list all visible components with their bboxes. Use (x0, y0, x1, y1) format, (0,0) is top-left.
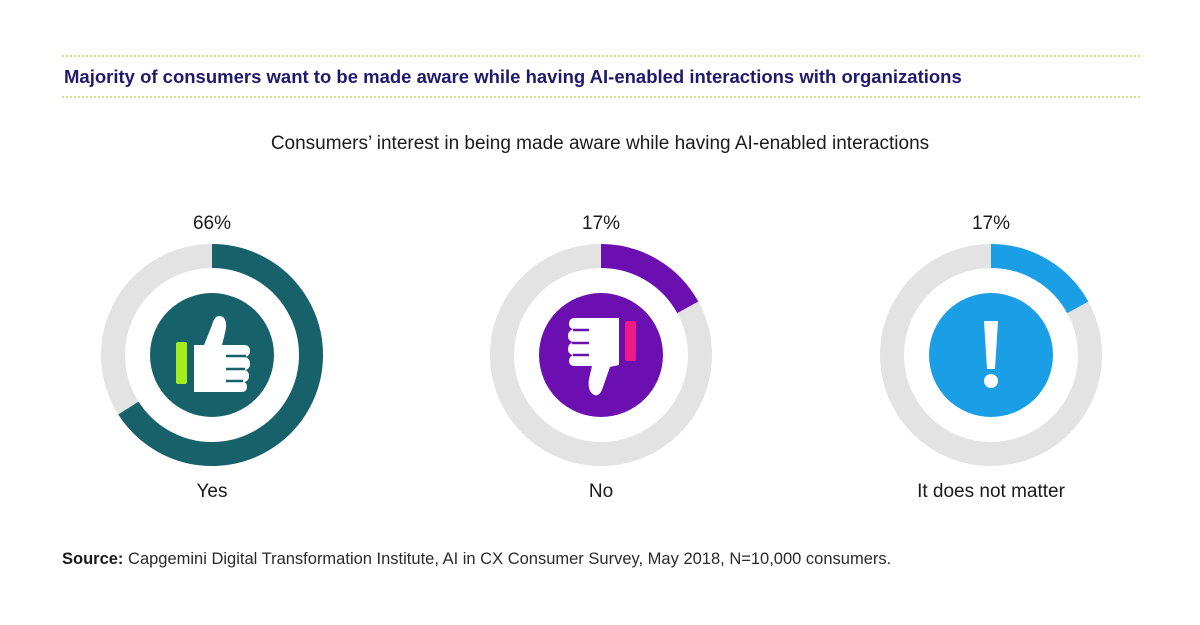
category-label: No (589, 481, 613, 502)
exclamation-icon (984, 321, 998, 388)
top-divider (62, 55, 1140, 57)
thumb-cuff (176, 342, 187, 384)
source-label: Source: (62, 550, 124, 568)
exclamation-dot (984, 374, 998, 388)
thumbs-down-icon (568, 318, 636, 396)
donut-slice (118, 244, 323, 466)
page-headline: Majority of consumers want to be made aw… (64, 66, 962, 87)
thumb-cuff (625, 321, 636, 361)
category-label: Yes (197, 481, 228, 502)
category-label: It does not matter (917, 481, 1066, 502)
value-label: 17% (972, 213, 1010, 234)
donut-2: 17% No (490, 213, 712, 502)
donut-1: 66% Yes (101, 213, 323, 502)
thumb-hand (568, 318, 619, 396)
value-label: 17% (582, 213, 620, 234)
chart-title: Consumers’ interest in being made aware … (270, 133, 930, 154)
thumbs-up-icon (176, 316, 250, 392)
donut-slice (990, 244, 1089, 314)
donut-3: 17% It does not matter (880, 213, 1102, 502)
value-label: 66% (193, 213, 231, 234)
donut-slice (600, 244, 699, 314)
source-text: Capgemini Digital Transformation Institu… (123, 550, 892, 568)
source-note: Source: Capgemini Digital Transformation… (62, 550, 891, 569)
exclamation-bar (984, 321, 998, 369)
bottom-divider (62, 96, 1140, 98)
thumb-hand (194, 316, 250, 392)
